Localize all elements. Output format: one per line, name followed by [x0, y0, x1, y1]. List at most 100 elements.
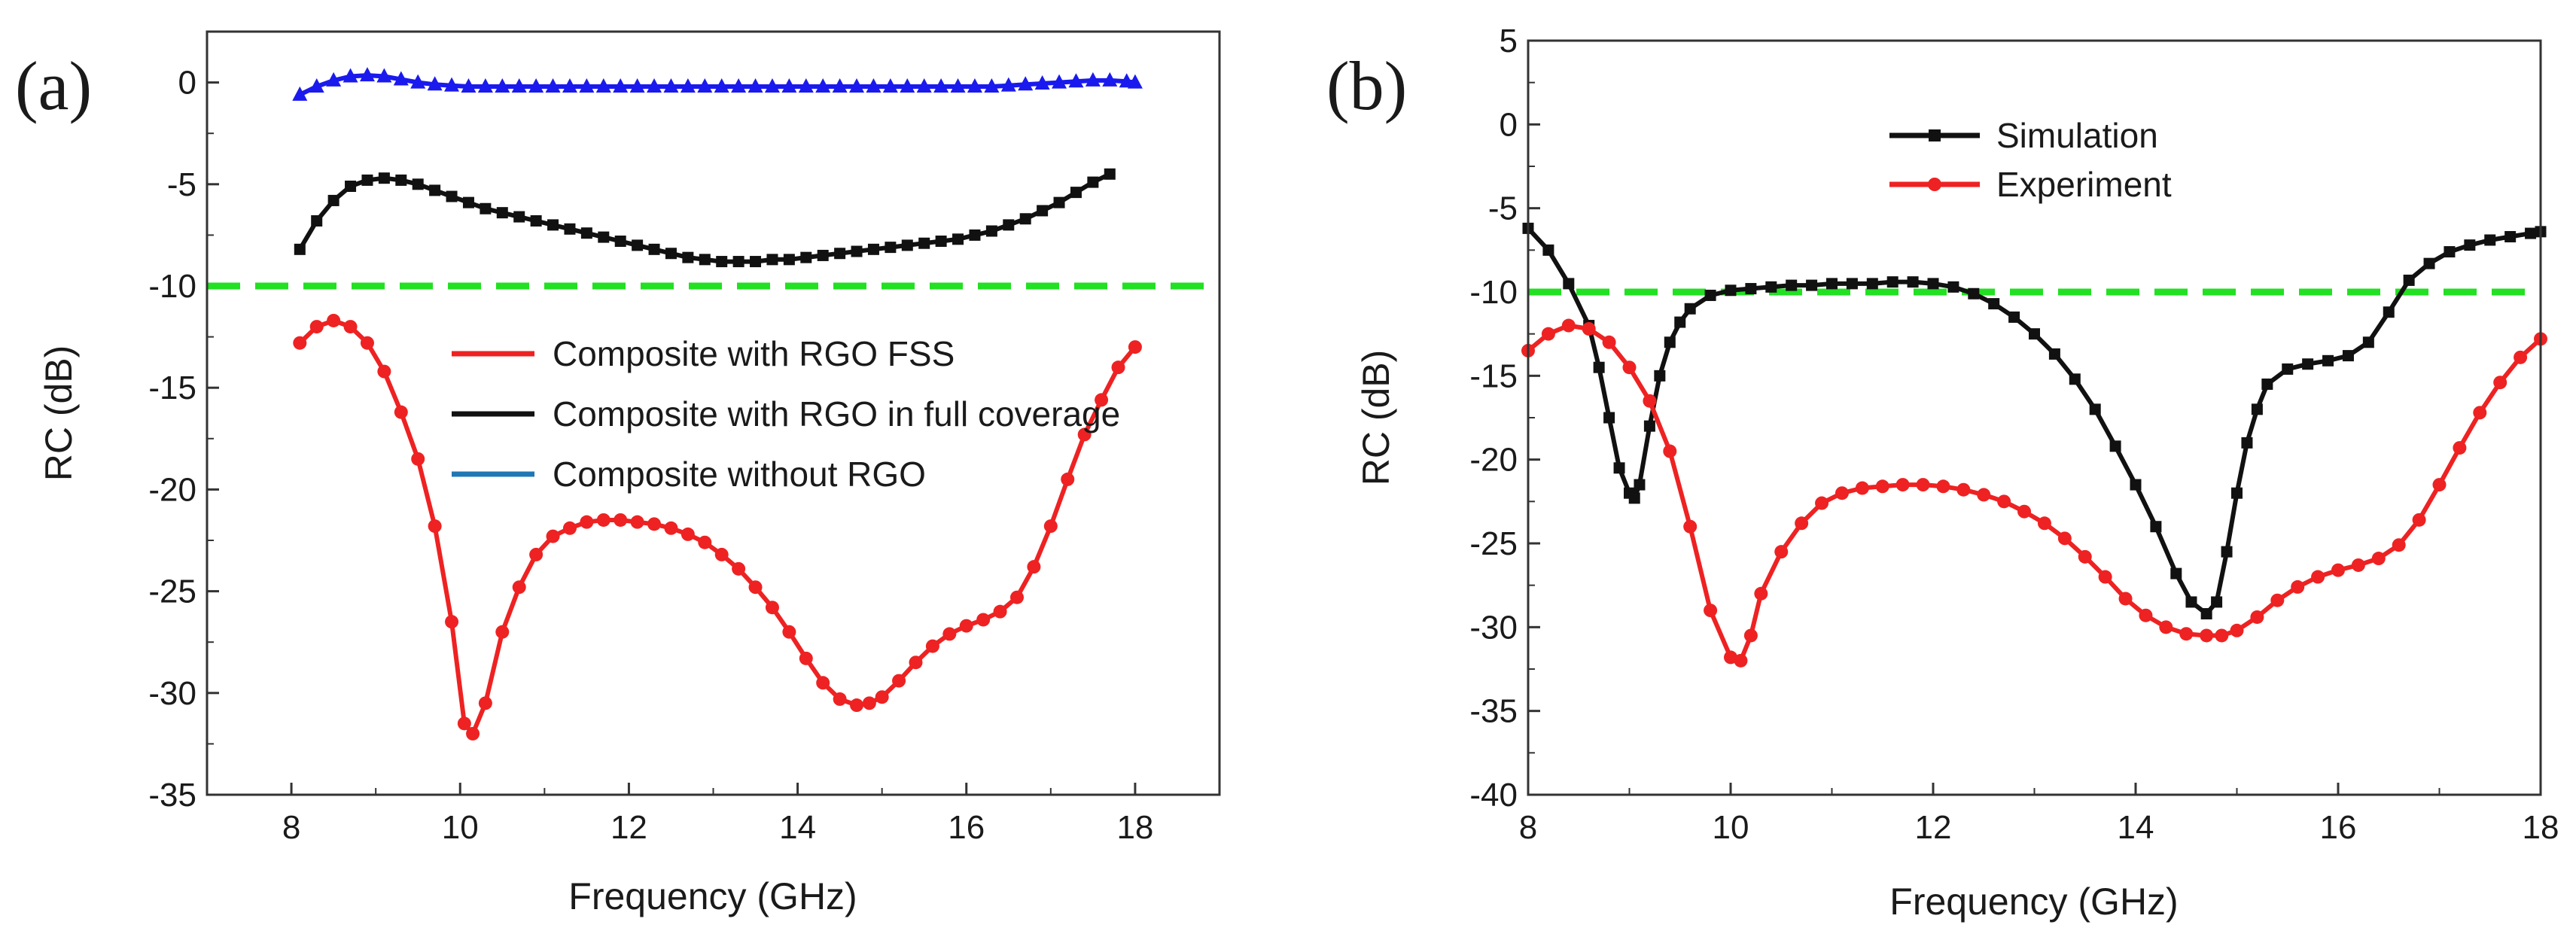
legend-marker: [1928, 178, 1941, 191]
data-point: [2251, 403, 2263, 415]
data-point: [1765, 281, 1777, 293]
data-point: [1643, 394, 1657, 408]
data-point: [294, 243, 306, 255]
data-point: [445, 615, 459, 629]
y-tick-label: -20: [148, 471, 196, 508]
data-point: [781, 78, 797, 93]
data-point: [1826, 278, 1838, 290]
legend-label: Composite with RGO FSS: [553, 334, 955, 373]
data-point: [663, 78, 679, 93]
data-point: [1582, 321, 1596, 336]
data-point: [1018, 76, 1034, 91]
data-point: [1855, 481, 1869, 495]
data-point: [1095, 393, 1109, 407]
data-point: [2403, 274, 2415, 286]
data-point: [783, 254, 795, 266]
data-point: [2432, 478, 2447, 492]
data-point: [832, 78, 848, 93]
panel-b-ticks: 8 10 12 14 16 18 -40 -35 -30 -25 -20 -15 -10 -5 0 5: [1469, 23, 2559, 846]
legend-item: Composite without RGO: [452, 455, 926, 494]
data-point: [361, 174, 373, 186]
x-tick-label: 14: [779, 809, 816, 846]
data-point: [564, 223, 576, 235]
data-point: [478, 696, 492, 710]
panel-b-xlabel: Frequency (GHz): [1889, 881, 2178, 923]
data-point: [664, 521, 678, 535]
data-point: [345, 181, 357, 193]
data-point: [311, 214, 323, 227]
data-point: [1988, 298, 2000, 310]
data-point: [529, 547, 544, 561]
data-point: [1997, 494, 2011, 509]
data-point: [816, 676, 830, 690]
data-point: [2302, 358, 2314, 370]
data-point: [993, 604, 1007, 619]
data-point: [1936, 479, 1950, 494]
data-point: [1977, 488, 1991, 502]
data-point: [1010, 590, 1024, 604]
data-point: [2139, 608, 2153, 622]
panel-a-series: [292, 67, 1143, 741]
series-simulation: [1522, 222, 2547, 620]
data-point: [480, 202, 492, 214]
data-point: [1128, 340, 1142, 354]
data-point: [1052, 74, 1067, 89]
data-point: [933, 78, 949, 93]
data-point: [513, 211, 525, 223]
data-point: [2029, 328, 2040, 340]
legend-label: Experiment: [1996, 165, 2172, 204]
y-tick-label: -30: [1469, 609, 1518, 646]
x-tick-label: 12: [611, 809, 647, 846]
data-point: [681, 527, 695, 541]
data-point: [716, 256, 728, 268]
data-point: [2241, 437, 2253, 449]
data-point: [546, 529, 560, 543]
data-point: [1683, 519, 1698, 534]
data-point: [935, 236, 947, 248]
data-point: [2250, 610, 2264, 624]
data-point: [1916, 478, 1930, 492]
data-point: [293, 336, 307, 350]
y-tick-label: -5: [1488, 190, 1518, 227]
y-tick-label: -35: [148, 777, 196, 814]
data-point: [1743, 628, 1758, 643]
data-point: [1087, 176, 1099, 188]
data-point: [985, 225, 997, 237]
data-point: [614, 236, 626, 248]
data-point: [1875, 479, 1889, 494]
data-point: [410, 74, 426, 89]
data-point: [1127, 74, 1143, 89]
panel-b-series: [1521, 222, 2547, 668]
data-point: [942, 627, 957, 641]
data-point: [2211, 596, 2223, 608]
data-point: [984, 78, 1000, 93]
data-point: [699, 254, 711, 266]
y-tick-label: 5: [1500, 23, 1518, 59]
data-point: [595, 78, 611, 93]
data-point: [2371, 552, 2386, 566]
data-point: [2179, 627, 2194, 641]
data-point: [1947, 281, 1959, 293]
data-point: [1104, 168, 1116, 180]
series-line: [298, 318, 1137, 736]
data-point: [1786, 279, 1798, 291]
data-point: [1068, 73, 1084, 88]
data-point: [714, 547, 729, 561]
data-point: [909, 656, 923, 670]
series-composite-with-rgo-in-full-coverage: [294, 168, 1116, 268]
data-point: [882, 78, 898, 93]
series-composite-without-rgo: [292, 67, 1143, 101]
data-point: [461, 78, 477, 93]
data-point: [512, 580, 526, 595]
data-point: [411, 452, 425, 466]
data-point: [2514, 350, 2528, 364]
legend-marker: [1929, 129, 1941, 141]
data-point: [2037, 516, 2051, 531]
data-point: [495, 78, 510, 93]
data-point: [1866, 278, 1878, 290]
data-point: [393, 71, 409, 86]
data-point: [1704, 604, 1718, 618]
data-point: [1043, 519, 1058, 534]
data-point: [545, 78, 561, 93]
